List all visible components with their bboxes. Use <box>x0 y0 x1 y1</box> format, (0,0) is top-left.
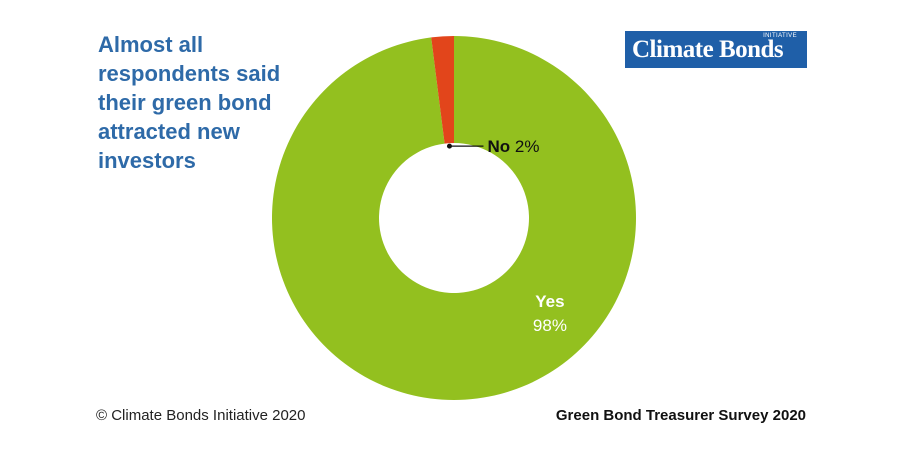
logo-wordmark: Climate Bonds <box>632 36 784 63</box>
survey-source: Green Bond Treasurer Survey 2020 <box>555 407 806 424</box>
headline-line: their green bond <box>98 90 272 115</box>
chart-headline: Almost all respondents said their green … <box>98 30 298 175</box>
climate-bonds-logo: INITIATIVE Climate Bonds <box>625 31 807 68</box>
slice-label-yes: Yes <box>535 292 564 311</box>
slice-value-yes: 98% <box>533 316 567 335</box>
headline-line: respondents said <box>98 61 281 86</box>
donut-slice-no <box>431 36 454 144</box>
donut-slice-yes <box>271 36 636 401</box>
headline-line: attracted new <box>98 119 240 144</box>
headline-line: Almost all <box>98 32 204 57</box>
copyright-text: © Climate Bonds Initiative 2020 <box>96 407 306 424</box>
slice-label-no: No 2% <box>487 137 539 156</box>
logo-initiative-tag: INITIATIVE <box>763 33 797 39</box>
headline-line: investors <box>98 148 196 173</box>
